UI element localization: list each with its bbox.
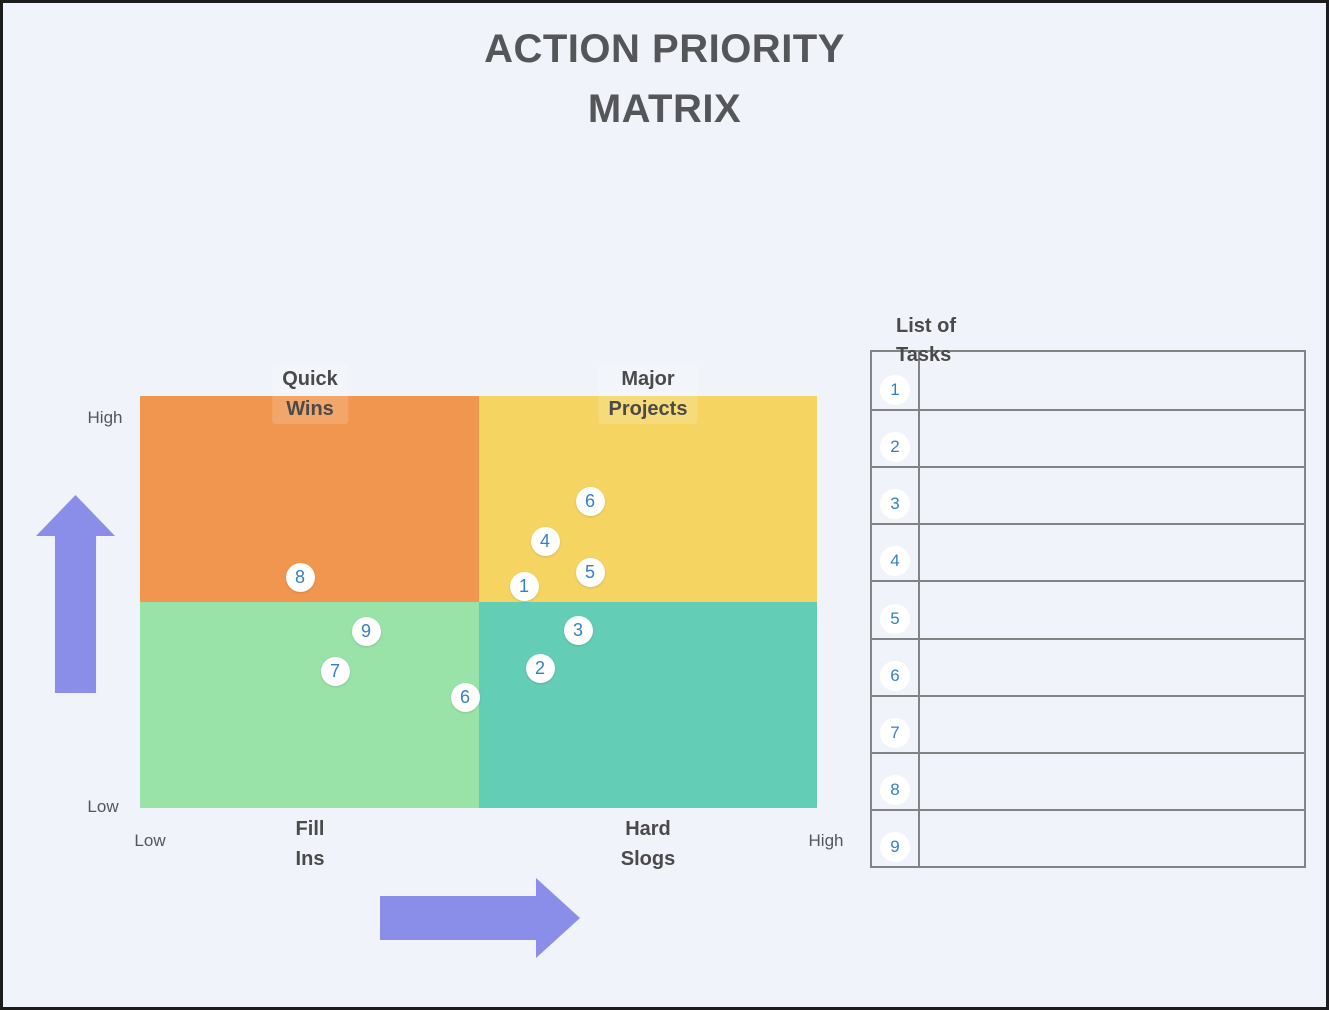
quadrant-label-line: Major	[621, 368, 675, 390]
matrix-point[interactable]: 9	[351, 616, 381, 646]
task-row: 9	[872, 808, 1304, 866]
matrix-point-number: 2	[534, 657, 545, 678]
task-list-title: List of Tasks	[896, 312, 956, 370]
task-row: 5	[872, 580, 1304, 638]
task-row: 6	[872, 637, 1304, 695]
matrix-point-number: 8	[294, 566, 305, 587]
task-number: 9	[890, 836, 900, 856]
task-row: 4	[872, 523, 1304, 581]
matrix-point-number: 9	[360, 620, 371, 641]
quadrant-label-line: Hard	[625, 818, 671, 840]
task-number-badge: 2	[880, 432, 910, 463]
task-number-cell: 1	[872, 352, 920, 410]
quadrant-hard-slogs[interactable]	[479, 602, 817, 808]
task-number: 8	[890, 779, 900, 799]
task-number: 7	[890, 722, 900, 742]
task-list-title-line2: Tasks	[896, 344, 952, 366]
task-number: 5	[890, 608, 900, 628]
matrix-point-number: 5	[584, 561, 595, 582]
quadrant-label-line: Fill	[295, 818, 325, 840]
task-number: 2	[890, 437, 900, 457]
task-number-badge: 5	[880, 603, 910, 634]
priority-matrix	[140, 396, 817, 808]
task-row: 8	[872, 751, 1304, 809]
quadrant-fill-ins[interactable]	[140, 602, 479, 808]
task-number-cell: 6	[872, 639, 920, 695]
task-number-cell: 9	[872, 810, 920, 866]
matrix-point[interactable]: 8	[285, 562, 315, 592]
matrix-point[interactable]: 6	[450, 682, 480, 712]
task-row: 1	[872, 352, 1304, 410]
task-number-cell: 4	[872, 525, 920, 581]
quadrant-label-fill-ins: Fill Ins	[286, 814, 335, 874]
matrix-point[interactable]: 2	[525, 653, 555, 683]
task-number-cell: 2	[872, 411, 920, 467]
quadrant-label-hard-slogs: Hard Slogs	[611, 814, 685, 874]
y-axis-low-label: Low	[87, 797, 119, 816]
task-number: 6	[890, 665, 900, 685]
matrix-point[interactable]: 5	[575, 557, 605, 587]
matrix-point[interactable]: 6	[575, 486, 605, 516]
task-row: 2	[872, 409, 1304, 467]
task-list-table: 1 2 3 4 5 6 7 8	[870, 350, 1306, 868]
quadrant-label-line: Quick	[282, 368, 338, 390]
task-number-badge: 8	[880, 774, 910, 805]
matrix-point[interactable]: 4	[530, 526, 560, 556]
quadrant-label-quick-wins: Quick Wins	[272, 364, 348, 424]
x-axis-high-label: High	[808, 831, 844, 850]
task-list-title-line1: List of	[896, 315, 956, 337]
task-number-badge: 1	[880, 375, 910, 406]
x-axis-low-label: Low	[134, 831, 166, 850]
matrix-point-number: 4	[539, 530, 550, 551]
quadrant-label-line: Ins	[295, 848, 325, 870]
task-number-cell: 5	[872, 582, 920, 638]
task-number: 3	[890, 494, 900, 514]
task-number-badge: 6	[880, 660, 910, 691]
task-number-badge: 3	[880, 489, 910, 520]
task-number-badge: 9	[880, 831, 910, 862]
matrix-point-number: 7	[329, 660, 340, 681]
task-number: 4	[890, 551, 900, 571]
matrix-point-number: 3	[572, 619, 583, 640]
task-row: 7	[872, 694, 1304, 752]
quadrant-label-major-projects: Major Projects	[598, 364, 698, 424]
page-title-line2: MATRIX	[587, 87, 742, 131]
matrix-point[interactable]: 1	[509, 571, 539, 601]
y-axis-high-label: High	[87, 408, 123, 427]
quadrant-label-line: Slogs	[620, 848, 676, 870]
matrix-point[interactable]: 3	[563, 615, 593, 645]
task-number-badge: 4	[880, 546, 910, 577]
page-title-line1: ACTION PRIORITY	[484, 27, 845, 71]
page-title: ACTION PRIORITY MATRIX	[3, 19, 1326, 139]
matrix-point-number: 1	[518, 575, 529, 596]
task-number-cell: 3	[872, 468, 920, 524]
quadrant-label-line: Projects	[608, 398, 688, 420]
task-number: 1	[890, 380, 900, 400]
quadrant-major-projects[interactable]	[479, 396, 817, 602]
matrix-point-number: 6	[459, 686, 470, 707]
matrix-points-layer: 1 2 3 4 5 6 6 7 8 9	[3, 3, 1326, 1007]
matrix-point[interactable]: 7	[320, 656, 350, 686]
task-number-cell: 7	[872, 696, 920, 752]
task-number-cell: 8	[872, 753, 920, 809]
task-number-badge: 7	[880, 717, 910, 748]
quadrant-label-line: Wins	[286, 398, 334, 420]
matrix-point-number: 6	[584, 490, 595, 511]
task-row: 3	[872, 466, 1304, 524]
